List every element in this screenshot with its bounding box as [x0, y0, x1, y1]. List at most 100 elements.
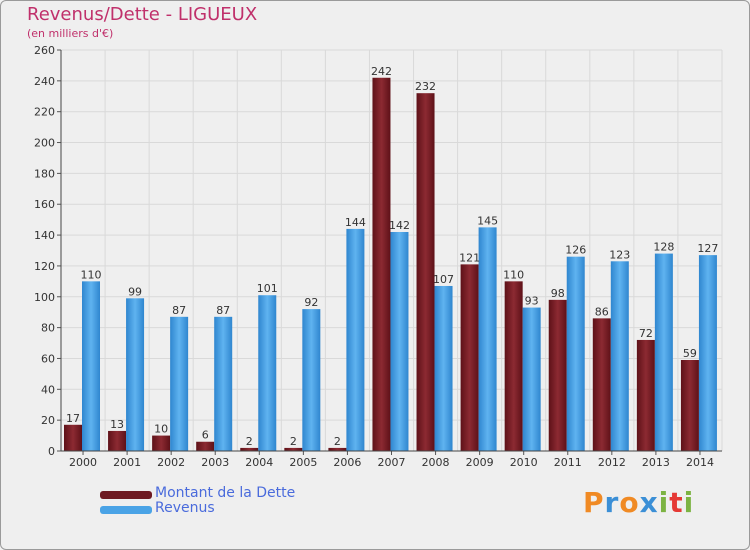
bar-debt — [64, 424, 82, 451]
data-label-debt: 59 — [683, 347, 697, 360]
bar-revenue — [170, 316, 189, 451]
y-tick-label: 200 — [34, 137, 55, 150]
bar-debt — [504, 281, 523, 451]
axis-layer: 0 20 40 60 80 100 120 140 160 180 200 220 240 260 2000… — [34, 44, 722, 469]
data-label-debt: 17 — [66, 412, 80, 425]
x-tick-label: 2013 — [642, 456, 670, 469]
x-tick-label: 2004 — [245, 456, 273, 469]
y-tick-label: 80 — [41, 322, 55, 335]
bar-debt — [592, 318, 611, 451]
x-tick-label: 2001 — [113, 456, 141, 469]
y-tick-label: 220 — [34, 106, 55, 119]
bar-debt — [328, 447, 347, 451]
bar-revenue — [698, 255, 717, 451]
y-tick-label: 40 — [41, 383, 55, 396]
logo-letter: x — [639, 486, 659, 519]
x-tick-label: 2009 — [466, 456, 494, 469]
x-tick-label: 2010 — [510, 456, 538, 469]
data-label-debt: 2 — [290, 435, 297, 448]
data-label-debt: 86 — [595, 305, 609, 318]
data-label-debt: 121 — [459, 251, 480, 264]
data-label-revenue: 126 — [565, 244, 586, 257]
bar-revenue — [610, 261, 629, 451]
y-tick-label: 60 — [41, 352, 55, 365]
bar-debt — [636, 339, 655, 451]
x-tick-label: 2008 — [422, 456, 450, 469]
data-label-revenue: 99 — [128, 285, 142, 298]
x-tick-label: 2003 — [201, 456, 229, 469]
data-label-revenue: 145 — [477, 214, 498, 227]
data-label-revenue: 92 — [304, 296, 318, 309]
chart-subtitle: (en milliers d'€) — [27, 27, 114, 40]
data-label-revenue: 144 — [345, 216, 366, 229]
logo-letter: i — [683, 486, 695, 519]
bar-debt — [680, 360, 699, 451]
bar-debt — [108, 430, 127, 451]
logo-letter: t — [669, 486, 684, 519]
data-label-revenue: 93 — [525, 295, 539, 308]
data-label-revenue: 110 — [81, 268, 102, 281]
x-tick-label: 2002 — [157, 456, 185, 469]
bar-revenue — [522, 307, 541, 451]
data-label-debt: 110 — [503, 268, 524, 281]
data-label-debt: 2 — [246, 435, 253, 448]
data-label-revenue: 142 — [389, 219, 410, 232]
x-tick-label: 2007 — [378, 456, 406, 469]
data-label-revenue: 128 — [653, 241, 674, 254]
data-label-debt: 98 — [551, 287, 565, 300]
data-label-debt: 232 — [415, 80, 436, 93]
x-tick-label: 2011 — [554, 456, 582, 469]
data-label-revenue: 107 — [433, 273, 454, 286]
data-label-debt: 10 — [154, 423, 168, 436]
data-label-debt: 13 — [110, 418, 124, 431]
y-tick-label: 260 — [34, 44, 55, 57]
data-label-revenue: 87 — [172, 304, 186, 317]
bar-revenue — [214, 316, 233, 451]
legend-label-revenue: Revenus — [155, 500, 215, 516]
data-label-revenue: 101 — [257, 282, 278, 295]
logo-letter: r — [604, 486, 620, 519]
logo-letter: P — [583, 486, 605, 519]
y-tick-label: 140 — [34, 229, 55, 242]
data-label-debt: 242 — [371, 65, 392, 78]
logo-letter: i — [658, 486, 670, 519]
y-tick-label: 160 — [34, 198, 55, 211]
bar-debt — [284, 447, 303, 451]
x-tick-label: 2005 — [289, 456, 317, 469]
legend-label-debt: Montant de la Dette — [155, 485, 296, 501]
y-tick-label: 120 — [34, 260, 55, 273]
y-tick-label: 240 — [34, 75, 55, 88]
bar-debt — [152, 435, 171, 451]
bar-revenue — [390, 231, 409, 451]
y-tick-label: 180 — [34, 167, 55, 180]
legend-swatch-revenue — [100, 506, 152, 514]
y-tick-label: 0 — [48, 445, 55, 458]
bar-debt — [548, 299, 567, 451]
logo-letter: o — [619, 486, 640, 519]
bar-revenue — [654, 253, 673, 451]
data-label-debt: 72 — [639, 327, 653, 340]
bar-debt — [372, 77, 391, 451]
x-tick-label: 2014 — [686, 456, 714, 469]
bar-revenue — [478, 227, 497, 451]
chart-title: Revenus/Dette - LIGUEUX — [27, 4, 258, 25]
bar-revenue — [302, 309, 321, 451]
data-label-revenue: 127 — [697, 242, 718, 255]
proxiti-logo: Proxiti — [583, 486, 694, 519]
x-tick-label: 2012 — [598, 456, 626, 469]
bar-revenue — [126, 298, 145, 451]
y-tick-label: 20 — [41, 414, 55, 427]
y-tick-label: 100 — [34, 291, 55, 304]
bar-debt — [196, 441, 215, 451]
bar-debt — [460, 264, 479, 451]
bar-revenue — [346, 228, 365, 451]
bar-debt — [240, 447, 259, 451]
data-label-revenue: 87 — [216, 304, 230, 317]
bar-revenue — [258, 295, 277, 451]
legend-swatch-debt — [100, 491, 152, 499]
data-label-debt: 6 — [202, 429, 209, 442]
x-tick-label: 2006 — [333, 456, 361, 469]
labels-layer: 17 110 13 99 10 87 6 87 2 101 2 92 2 144 242 142 232 107 1… — [66, 65, 718, 448]
x-tick-label: 2000 — [69, 456, 97, 469]
